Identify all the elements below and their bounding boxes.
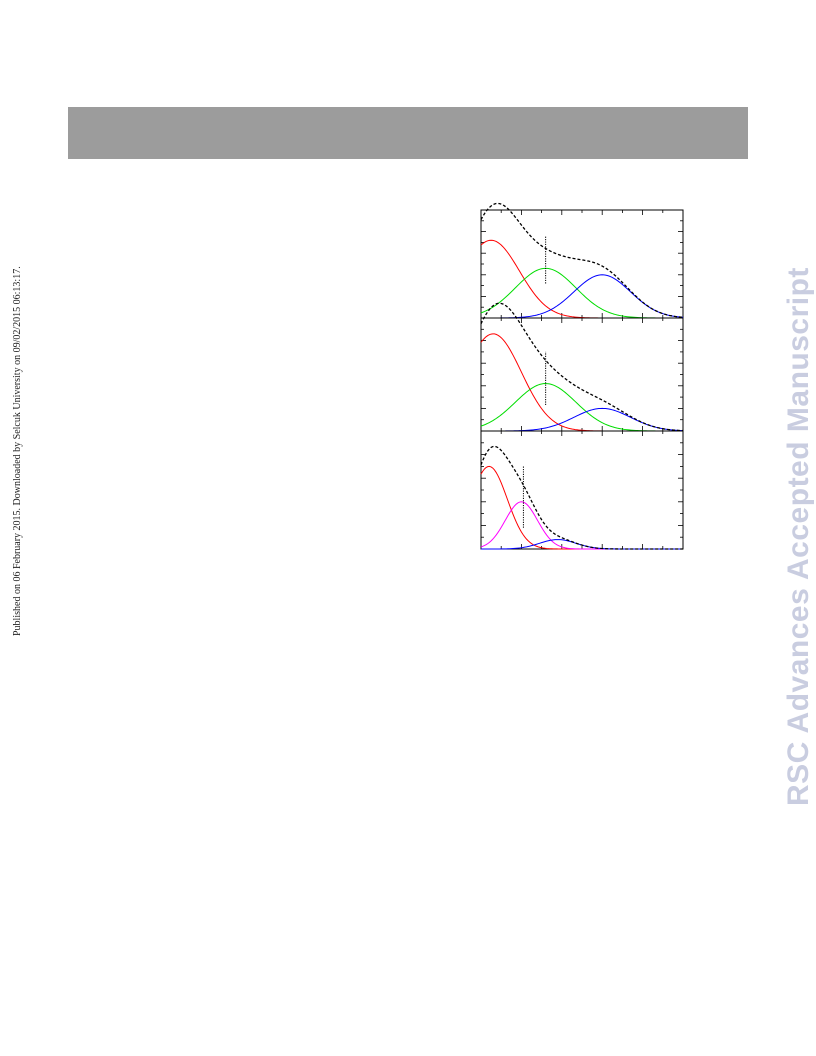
panel-2-red-curve: [480, 333, 683, 432]
panel-1-red-curve: [480, 239, 683, 319]
panel-1-green-curve: [480, 267, 683, 319]
panel-1-envelope-curve: [480, 202, 684, 318]
panel-2-green-curve: [480, 383, 683, 432]
panel-2-blue-curve: [481, 407, 684, 432]
panel-1-blue-curve: [480, 274, 684, 319]
panel-3-red-curve: [480, 465, 683, 550]
panel-3-envelope-curve: [480, 445, 683, 550]
download-note: Published on 06 February 2015. Downloade…: [12, 266, 23, 636]
header-bar: [68, 107, 748, 159]
panel-1-frame: [480, 209, 684, 319]
panel-3-frame: [480, 430, 684, 550]
watermark: RSC Advances Accepted Manuscript: [782, 267, 815, 806]
stacked-peak-figure: [480, 202, 684, 550]
panel-2-frame: [480, 317, 684, 432]
panel-2-envelope-curve: [480, 302, 684, 432]
